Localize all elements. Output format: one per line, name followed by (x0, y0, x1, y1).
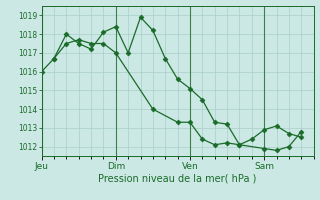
X-axis label: Pression niveau de la mer( hPa ): Pression niveau de la mer( hPa ) (99, 173, 257, 183)
